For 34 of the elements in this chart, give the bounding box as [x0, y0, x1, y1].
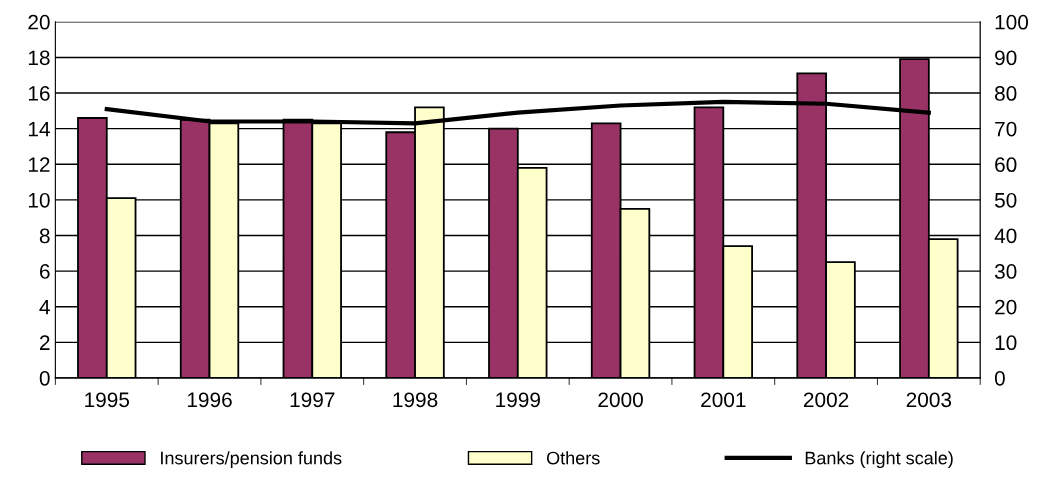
y-tick-label: 20	[28, 14, 50, 30]
y2-tick-label: 20	[995, 299, 1017, 315]
y2-tick-label: 90	[995, 50, 1017, 66]
y2-tick-label: 30	[994, 264, 1017, 279]
x-tick-label: 2003	[906, 392, 952, 408]
x-tick-label: 1995	[85, 392, 130, 408]
x-tick-label: 1997	[290, 392, 335, 408]
y-tick-label: 16	[28, 86, 50, 101]
x-tick-label: 1998	[393, 392, 438, 408]
y-tick-label: 14	[28, 121, 50, 137]
y-tick-label: 8	[39, 228, 50, 244]
y2-tick-label: 70	[995, 121, 1017, 137]
legend-label: Others	[546, 451, 600, 465]
y-tick-label: 6	[40, 264, 50, 279]
y-tick-label: 18	[28, 50, 50, 66]
x-tick-label: 2001	[701, 392, 746, 408]
y-tick-label: 2	[39, 335, 50, 350]
y2-tick-label: 40	[994, 228, 1017, 244]
legend-label: Banks (right scale)	[805, 451, 953, 469]
y2-tick-label: 100	[995, 14, 1029, 30]
x-tick-label: 1996	[187, 392, 232, 408]
y2-tick-label: 0	[994, 370, 1005, 386]
y2-tick-label: 80	[995, 86, 1017, 101]
y2-tick-label: 50	[994, 192, 1017, 208]
y-tick-label: 0	[39, 370, 50, 386]
x-tick-label: 2000	[598, 392, 643, 408]
y-tick-label: 12	[28, 157, 50, 172]
y-tick-label: 4	[39, 299, 50, 315]
x-tick-label: 1999	[496, 392, 540, 408]
y-tick-label: 10	[28, 192, 50, 208]
x-tick-label: 2002	[803, 392, 849, 408]
legend-label: Insurers/pension funds	[161, 451, 342, 469]
y2-tick-label: 10	[995, 335, 1017, 351]
y2-tick-label: 60	[995, 157, 1017, 173]
